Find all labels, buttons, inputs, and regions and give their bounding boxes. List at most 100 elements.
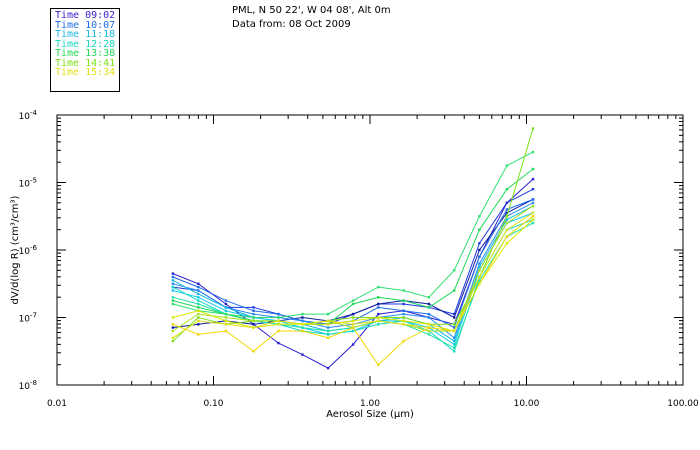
data-point <box>478 282 481 285</box>
data-point <box>531 201 535 204</box>
data-point <box>351 302 355 306</box>
data-point <box>453 323 456 326</box>
data-point <box>402 309 405 312</box>
data-point <box>531 218 535 221</box>
data-point <box>377 319 380 323</box>
data-point <box>453 312 456 316</box>
data-point <box>351 326 355 329</box>
data-point <box>453 339 456 343</box>
data-point <box>351 299 355 302</box>
data-point <box>252 316 255 319</box>
series-path <box>172 178 534 369</box>
data-point <box>402 289 405 292</box>
legend-entry: Time 12:28 <box>55 38 116 50</box>
data-point <box>224 316 228 319</box>
data-point <box>377 285 380 289</box>
data-point <box>252 319 255 323</box>
data-point <box>171 275 175 279</box>
data-point <box>171 336 175 339</box>
data-point <box>171 323 175 326</box>
data-point <box>377 312 380 316</box>
data-point <box>326 329 330 333</box>
data-point <box>402 316 405 319</box>
data-point <box>531 211 535 215</box>
data-point <box>351 316 355 319</box>
data-point <box>427 326 431 329</box>
data-point <box>478 215 481 218</box>
data-point <box>197 333 200 336</box>
data-point <box>326 333 330 336</box>
data-point <box>171 289 175 292</box>
x-tick-label: 1.00 <box>360 399 380 409</box>
data-point <box>377 306 380 309</box>
data-point <box>531 167 535 171</box>
data-point <box>478 275 481 279</box>
data-point <box>427 296 431 299</box>
data-point <box>453 329 456 333</box>
x-axis-title: Aerosol Size (μm) <box>326 409 414 420</box>
y-tick-label: 10-4 <box>19 109 38 122</box>
data-point <box>427 323 431 326</box>
data-point <box>197 319 200 323</box>
data-point <box>326 319 330 323</box>
data-point <box>197 309 200 312</box>
legend-entry: Time 14:41 <box>55 57 116 69</box>
data-point <box>505 221 509 225</box>
data-point <box>197 316 200 319</box>
data-point <box>351 323 355 326</box>
data-point <box>478 255 481 258</box>
data-point <box>252 350 255 353</box>
data-point <box>402 299 405 302</box>
data-point <box>171 272 175 275</box>
data-point <box>224 309 228 312</box>
data-point <box>453 326 456 329</box>
data-point <box>252 326 255 329</box>
data-point <box>402 323 405 326</box>
data-point <box>224 319 228 323</box>
data-point <box>301 316 304 319</box>
data-point <box>505 242 509 245</box>
data-point <box>478 269 481 272</box>
series-line <box>171 218 535 353</box>
legend-entry: Time 11:18 <box>55 29 116 40</box>
legend-entry: Time 09:02 <box>55 10 116 21</box>
data-point <box>453 350 456 353</box>
data-point <box>197 323 200 326</box>
y-tick-label: 10-6 <box>19 244 38 257</box>
data-point <box>377 323 380 326</box>
data-point <box>197 282 200 285</box>
data-point <box>171 299 175 302</box>
data-point <box>427 329 431 333</box>
data-point <box>402 319 405 323</box>
data-point <box>427 302 431 306</box>
data-point <box>224 329 228 333</box>
data-point <box>427 312 431 316</box>
data-point <box>252 306 255 309</box>
data-point <box>505 164 509 167</box>
data-point <box>197 302 200 306</box>
data-point <box>252 323 255 326</box>
data-point <box>301 326 304 329</box>
location-title: PML, N 50 22', W 04 08', Alt 0m <box>232 5 391 16</box>
data-point <box>505 188 509 191</box>
y-tick-label: 10-7 <box>19 312 37 325</box>
series-line <box>171 177 535 370</box>
data-point <box>301 323 304 326</box>
series-path <box>172 151 534 318</box>
data-point <box>224 299 228 302</box>
data-point <box>351 329 355 333</box>
data-point <box>402 302 405 306</box>
data-point <box>531 198 535 201</box>
plot-frame <box>56 114 684 386</box>
y-tick-label: 10-8 <box>19 379 37 392</box>
data-point <box>505 201 509 204</box>
data-point <box>171 316 175 319</box>
data-point <box>277 312 280 316</box>
data-point <box>505 235 509 238</box>
data-point <box>277 341 280 345</box>
data-point <box>531 221 535 225</box>
y-tick-label: 10-5 <box>19 177 37 190</box>
data-point <box>277 323 280 326</box>
data-point <box>301 353 304 356</box>
data-point <box>197 289 200 292</box>
